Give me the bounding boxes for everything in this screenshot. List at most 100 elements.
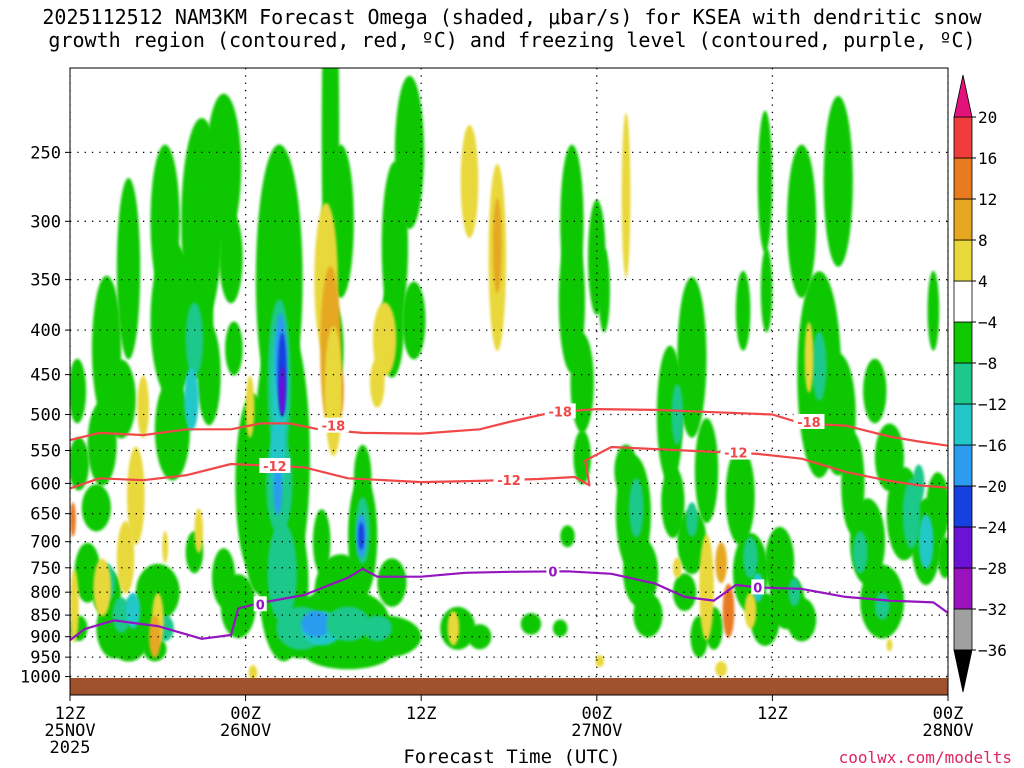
contour-label: -12 — [263, 460, 287, 475]
omega-patch — [552, 619, 568, 637]
contour-label-bg — [751, 579, 765, 595]
omega-patch — [377, 558, 407, 607]
colorbar: 20 16 12 8 4 −4 −8 −12 −16 −20 −24 −28 −32 −36 — [953, 74, 1007, 693]
omega-patch — [70, 437, 90, 491]
omega-patch — [206, 93, 242, 241]
contour-label-bg — [253, 596, 267, 612]
colorbar-swatch — [953, 608, 973, 651]
colorbar-swatch — [953, 198, 973, 241]
colorbar-swatch — [953, 280, 973, 323]
omega-patch — [863, 358, 887, 424]
omega-patch — [671, 384, 684, 445]
omega-patch — [788, 577, 801, 607]
omega-patch — [633, 592, 663, 638]
gridlines — [70, 68, 948, 693]
omega-patch — [125, 592, 141, 629]
omega-patch — [757, 110, 773, 253]
y-tick-label: 750 — [30, 559, 61, 579]
colorbar-label: 12 — [978, 190, 997, 209]
credit-text: coolwx.com/modelts — [838, 748, 1012, 767]
contour-label: -12 — [497, 474, 521, 489]
title-line-2: growth region (contoured, red, ºC) and f… — [48, 28, 976, 52]
omega-patch — [823, 96, 853, 267]
omega-patch — [886, 638, 893, 652]
omega-patch — [804, 322, 814, 393]
omega-patch — [225, 321, 243, 376]
contour-labels: -18 -12 -12 -18 -12 -18 0 0 0 — [253, 403, 825, 613]
contour-label-bg — [544, 403, 576, 419]
colorbar-swatch — [953, 321, 973, 364]
contour-label: 0 — [548, 565, 557, 580]
omega-patch — [686, 502, 698, 537]
omega-patch — [116, 521, 135, 594]
omega-patch — [715, 661, 728, 677]
y-tick-label: 900 — [30, 628, 61, 648]
omega-patch — [369, 358, 385, 408]
colorbar-label: 8 — [978, 231, 988, 250]
colorbar-label: −32 — [978, 600, 1007, 619]
x-axis-title: Forecast Time (UTC) — [403, 746, 621, 768]
x-tick-label: 12Z — [55, 704, 86, 724]
y-tick-label: 400 — [30, 321, 61, 341]
y-tick-label: 500 — [30, 405, 61, 425]
omega-patch — [324, 326, 343, 457]
omega-patch — [358, 522, 365, 550]
omega-patch — [301, 610, 331, 637]
omega-patch — [106, 359, 136, 439]
omega-patch — [623, 537, 659, 608]
omega-patch — [725, 446, 755, 545]
y-axis: 2503003504004505005506006507007508008509… — [20, 143, 70, 688]
y-tick-label: 1000 — [20, 668, 61, 688]
omega-patch — [219, 211, 243, 304]
colorbar-label: −28 — [978, 559, 1007, 578]
omega-patch — [220, 574, 256, 639]
omega-patch — [852, 531, 868, 574]
omega-patch — [787, 597, 817, 642]
colorbar-swatch — [953, 362, 973, 405]
x-tick-label: 27NOV — [571, 721, 622, 741]
omega-patch — [677, 509, 707, 575]
omega-patch — [699, 534, 714, 641]
y-tick-label: 800 — [30, 583, 61, 603]
omega-patch — [402, 281, 426, 360]
omega-patch — [81, 484, 111, 532]
colorbar-swatch — [953, 157, 973, 200]
colorbar-swatch — [953, 444, 973, 487]
colorbar-label: −12 — [978, 395, 1007, 414]
omega-patch — [154, 378, 190, 481]
x-tick-label: 26NOV — [220, 721, 271, 741]
omega-patch — [326, 606, 370, 642]
contour-label-bg — [546, 563, 560, 579]
omega-patch — [614, 444, 638, 497]
omega-patch — [194, 508, 204, 553]
contour-label: 0 — [256, 598, 265, 613]
omega-patch — [267, 522, 297, 623]
omega-patch — [248, 665, 258, 681]
colorbar-label: −36 — [978, 641, 1007, 660]
omega-patch — [661, 465, 685, 538]
contour-line — [70, 567, 948, 641]
omega-patch — [570, 333, 594, 433]
omega-patch — [279, 366, 286, 416]
omega-patch — [811, 331, 827, 401]
y-tick-label: 850 — [30, 606, 61, 626]
colorbar-label: 20 — [978, 108, 997, 127]
x-tick-label: 28NOV — [922, 721, 973, 741]
omega-patch — [672, 557, 682, 578]
contour-line — [70, 445, 948, 490]
x-tick-label: 00Z — [933, 704, 964, 724]
omega-patch — [598, 248, 610, 333]
omega-patch — [722, 583, 735, 638]
colorbar-label: −8 — [978, 354, 997, 373]
contour-label-bg — [720, 444, 752, 460]
colorbar-swatch — [953, 485, 973, 528]
omega-patch — [595, 655, 605, 668]
chart-title: 2025112512 NAM3KM Forecast Omega (shaded… — [0, 6, 1024, 52]
contour-label: -12 — [724, 447, 748, 462]
colorbar-label: −24 — [978, 518, 1007, 537]
colorbar-label: 16 — [978, 149, 997, 168]
omega-patch — [362, 615, 392, 642]
omega-patch — [560, 525, 575, 548]
